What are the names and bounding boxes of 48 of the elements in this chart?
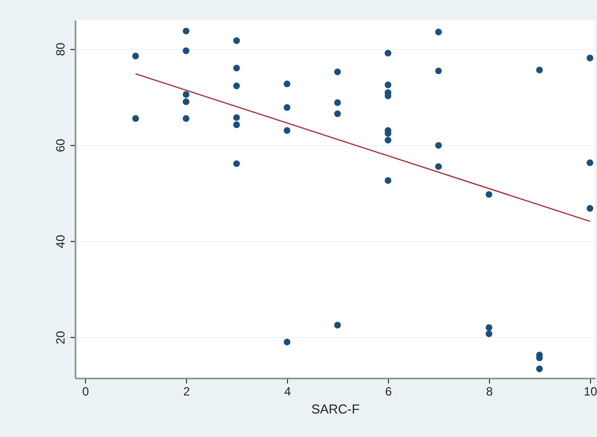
x-tick-label: 4 xyxy=(284,384,292,398)
point xyxy=(182,91,190,98)
point xyxy=(486,191,492,198)
point xyxy=(384,82,392,88)
y-tick-label: 40 xyxy=(54,234,68,248)
point xyxy=(486,330,492,338)
point xyxy=(586,205,594,212)
point xyxy=(233,64,240,72)
point xyxy=(586,54,594,62)
point xyxy=(586,159,594,166)
point xyxy=(435,68,442,74)
point xyxy=(384,136,392,144)
point xyxy=(233,160,240,168)
point xyxy=(182,47,190,54)
point xyxy=(182,115,190,122)
x-tick-label: 6 xyxy=(385,384,392,398)
point xyxy=(334,99,341,106)
point xyxy=(284,80,290,88)
point xyxy=(284,338,290,346)
x-tick-label: 8 xyxy=(486,384,494,398)
x-tick-label: 0 xyxy=(82,384,90,398)
point xyxy=(132,115,139,122)
point xyxy=(284,127,290,134)
y-tick-label: 60 xyxy=(54,138,68,152)
y-tick-label: 20 xyxy=(54,330,68,344)
point xyxy=(233,114,240,121)
point xyxy=(182,98,190,106)
point xyxy=(435,28,442,36)
x-tick-label: 10 xyxy=(584,384,597,398)
point xyxy=(182,28,190,34)
point xyxy=(536,366,543,372)
x-axis-title: SARC-F xyxy=(311,402,360,416)
point xyxy=(486,324,492,331)
point xyxy=(334,68,341,76)
point xyxy=(233,82,240,90)
point xyxy=(334,322,341,328)
point xyxy=(233,121,240,128)
point xyxy=(536,66,543,74)
point xyxy=(284,104,290,111)
x-tick-label: 2 xyxy=(183,384,190,398)
y-tick-label: 80 xyxy=(54,42,68,56)
point xyxy=(132,52,139,60)
point xyxy=(334,110,341,118)
point xyxy=(435,163,442,170)
point xyxy=(233,37,240,44)
point xyxy=(384,50,392,57)
point xyxy=(384,177,392,184)
point xyxy=(435,142,442,149)
